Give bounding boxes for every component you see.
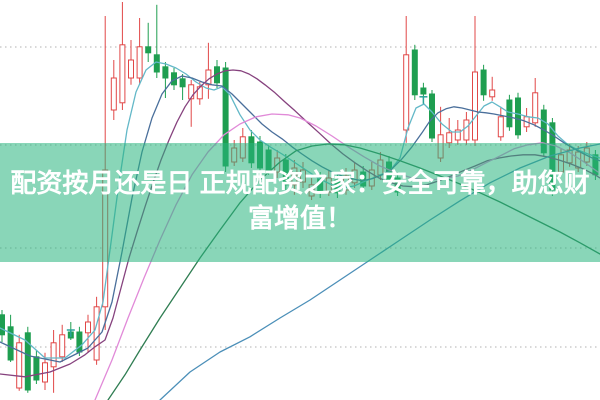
ad-banner: 配资按月还是日 正规配资之家：安全可靠，助您财 富增值！ [0, 143, 600, 262]
ad-text-line-2: 富增值！ [247, 203, 352, 233]
marker-layer [66, 96, 428, 337]
ad-text-line-1: 配资按月还是日 正规配资之家：安全可靠，助您财 [10, 168, 590, 198]
